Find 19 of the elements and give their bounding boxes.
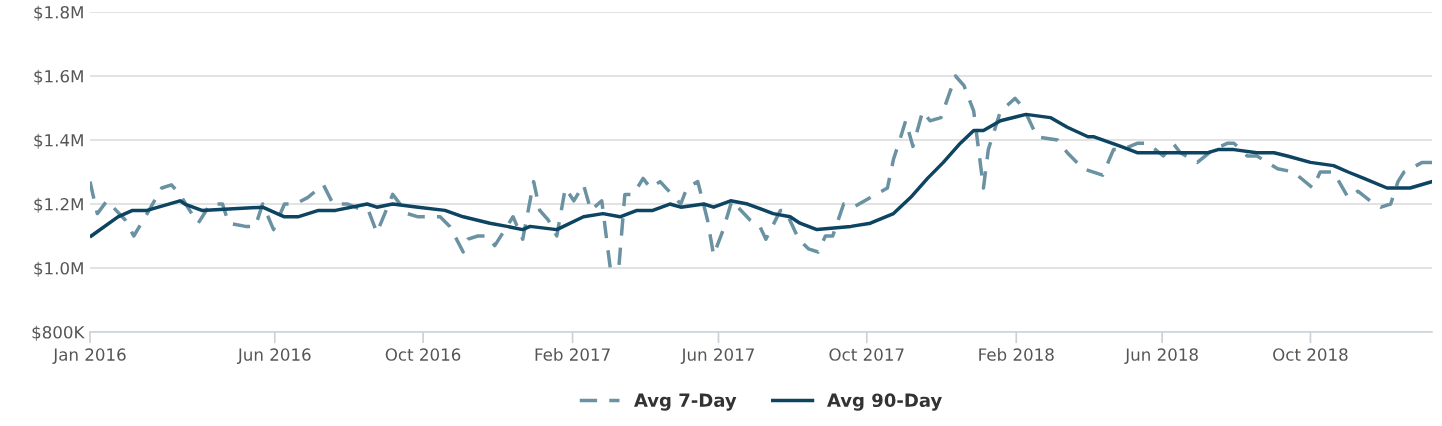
y-tick-label: $1.0M: [34, 261, 83, 277]
line-series: [90, 112, 1432, 238]
y-tick-label: $1.6M: [34, 69, 83, 85]
x-tick-label: Jun 2016: [237, 348, 311, 364]
x-tick-label: Jun 2018: [1124, 348, 1198, 364]
legend-label: Avg 7-Day: [634, 393, 737, 411]
x-tick-label: Feb 2017: [535, 347, 610, 361]
x-tick-label: Jun 2017: [680, 348, 754, 364]
x-tick-label: Oct 2016: [385, 348, 461, 361]
y-tick-label: $1.4M: [34, 133, 83, 149]
y-tick-label: $800K: [32, 325, 85, 341]
legend-label: Avg 90-Day: [827, 393, 942, 411]
line-series: [90, 74, 1432, 270]
x-tick-label: Jan 2016: [52, 348, 126, 364]
y-tick-label: $1.2M: [34, 197, 83, 213]
y-tick-label: $1.8M: [34, 5, 83, 21]
x-tick-label: Feb 2018: [979, 347, 1054, 361]
x-tick-label: Oct 2018: [1273, 348, 1348, 361]
x-tick-label: Oct 2017: [829, 348, 904, 361]
